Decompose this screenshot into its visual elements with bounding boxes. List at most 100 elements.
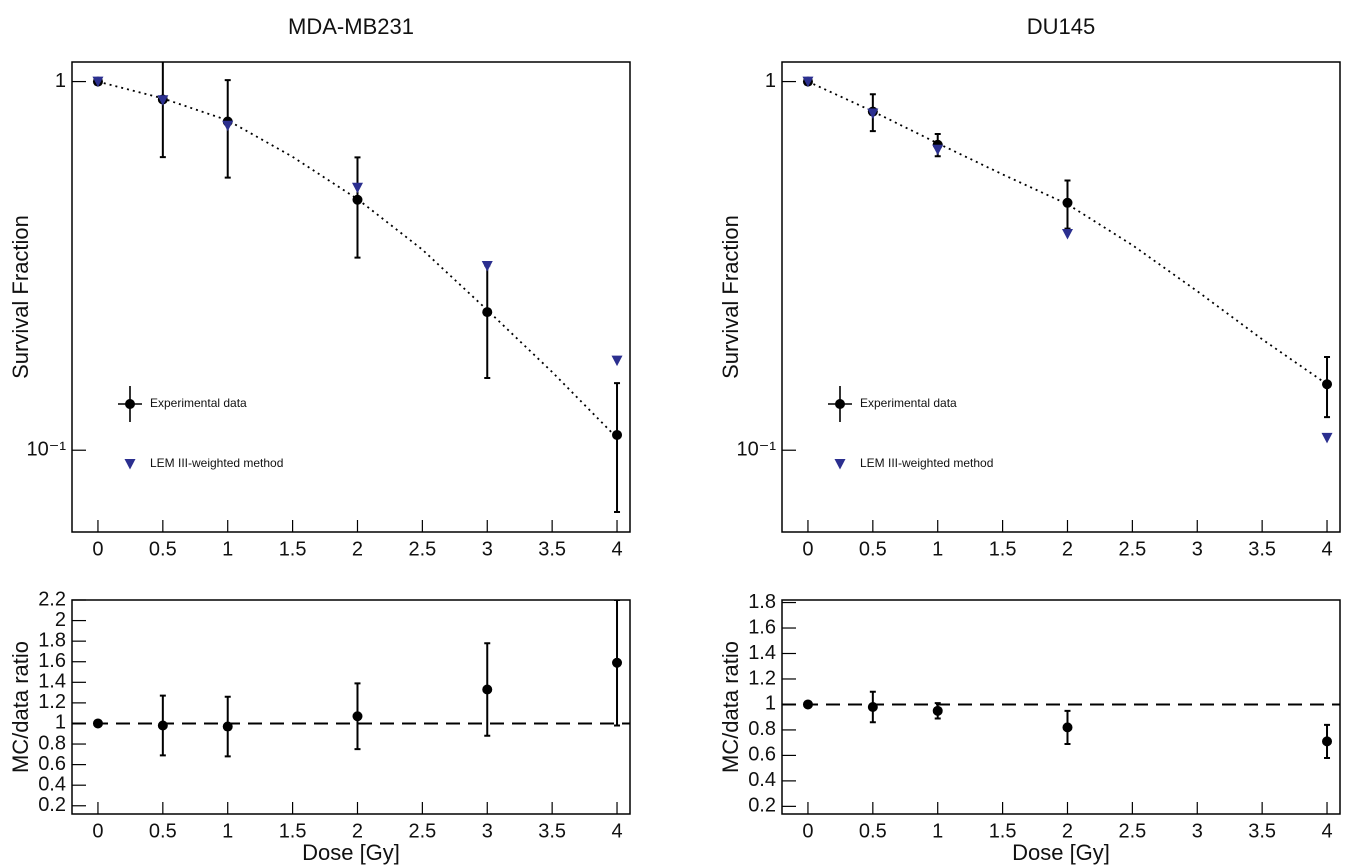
x-tick-label: 0 — [802, 538, 813, 560]
x-tick-label: 3 — [1192, 538, 1203, 560]
legend-label: LEM III-weighted method — [150, 456, 283, 470]
x-tick-label: 0.5 — [859, 820, 887, 842]
error-bar — [159, 62, 166, 159]
legend-entry: Experimental data — [118, 386, 247, 422]
frame — [71, 61, 631, 533]
point-marker — [1322, 379, 1333, 390]
triangle-marker — [834, 459, 846, 470]
plot-area — [782, 690, 1340, 759]
point-marker — [932, 705, 943, 716]
plot-area — [92, 62, 623, 513]
x-tick-label: 1 — [932, 538, 943, 560]
x-tick-label: 3.5 — [1248, 820, 1276, 842]
y-tick-label: 2.2 — [38, 588, 66, 610]
legend-label: Experimental data — [150, 396, 247, 410]
point-marker — [482, 684, 493, 695]
point-marker — [867, 702, 878, 712]
legend-entry: LEM III-weighted method — [124, 456, 283, 470]
y-tick-label: 0.2 — [38, 794, 66, 816]
triangle-marker — [157, 95, 169, 106]
x-tick-label: 2 — [1062, 820, 1073, 842]
x-tick-label: 0.5 — [859, 538, 887, 560]
point-marker — [612, 657, 623, 668]
x-tick-label: 2.5 — [408, 820, 436, 842]
point-marker — [482, 307, 493, 318]
x-tick-label: 3 — [482, 538, 493, 560]
y-tick-label: 0.8 — [38, 732, 66, 754]
y-tick-label: 1.6 — [38, 650, 66, 672]
x-tick-label: 2 — [1062, 538, 1073, 560]
x-axis-title: Dose [Gy] — [302, 840, 400, 865]
x-tick-label: 1 — [932, 820, 943, 842]
y-tick-label: 10⁻¹ — [27, 438, 67, 460]
panel: DU145 Survival Fraction 0 0.5 1 1.5 2 2.5 3 3.5 4 1… — [718, 14, 1341, 560]
x-tick-label: 1.5 — [989, 820, 1017, 842]
triangle-marker — [611, 355, 623, 367]
y-axis-title: MC/data ratio — [8, 641, 33, 773]
legend-entry: Experimental data — [828, 386, 957, 422]
frame — [781, 61, 1341, 533]
y-tick-label: 0.2 — [748, 795, 776, 817]
point-marker — [157, 720, 168, 731]
point-marker — [125, 399, 135, 409]
panel-title: DU145 — [1027, 14, 1095, 39]
panel-title: MDA-MB231 — [288, 14, 414, 39]
y-tick-label: 0.8 — [748, 718, 776, 740]
triangle-marker — [802, 76, 814, 88]
error-bar — [614, 382, 621, 513]
point-marker — [612, 429, 623, 440]
x-tick-label: 3 — [482, 820, 493, 842]
y-tick-label: 1.4 — [38, 671, 66, 693]
y-tick-label: 1.6 — [748, 616, 776, 638]
triangle-marker — [932, 144, 944, 156]
y-axis-title: Survival Fraction — [718, 215, 743, 379]
y-tick-label: 1 — [55, 712, 66, 734]
triangle-marker — [222, 120, 234, 132]
y-tick-label: 1 — [55, 70, 66, 92]
point-marker — [835, 399, 845, 409]
x-tick-label: 0 — [92, 538, 103, 560]
x-tick-label: 2.5 — [1118, 820, 1146, 842]
fit-curve — [97, 80, 618, 439]
x-tick-label: 3 — [1192, 820, 1203, 842]
y-tick-label: 1.2 — [38, 691, 66, 713]
y-tick-label: 10⁻¹ — [737, 438, 777, 460]
y-tick-label: 0.4 — [38, 773, 66, 795]
y-tick-label: 1.8 — [748, 591, 776, 613]
point-marker — [1322, 736, 1333, 747]
x-tick-label: 1.5 — [279, 820, 307, 842]
y-tick-label: 0.6 — [748, 744, 776, 766]
x-tick-label: 1 — [222, 538, 233, 560]
y-tick-label: 1.8 — [38, 629, 66, 651]
x-tick-label: 3.5 — [538, 820, 566, 842]
x-tick-label: 2.5 — [1118, 538, 1146, 560]
x-tick-label: 4 — [611, 538, 622, 560]
frame — [71, 599, 631, 815]
x-tick-label: 4 — [1321, 820, 1332, 842]
x-tick-label: 1 — [222, 820, 233, 842]
x-tick-label: 2 — [352, 538, 363, 560]
y-tick-label: 0.6 — [38, 753, 66, 775]
triangle-marker — [1061, 228, 1073, 240]
x-tick-label: 0.5 — [149, 820, 177, 842]
plot-area — [802, 76, 1333, 444]
y-tick-label: 2 — [55, 609, 66, 631]
y-tick-label: 1 — [765, 693, 776, 715]
y-axis-title: MC/data ratio — [718, 641, 743, 773]
plot-area — [72, 600, 630, 758]
x-tick-label: 0 — [92, 820, 103, 842]
x-tick-label: 3.5 — [538, 538, 566, 560]
x-tick-label: 2.5 — [408, 538, 436, 560]
x-tick-label: 0 — [802, 820, 813, 842]
legend-entry: LEM III-weighted method — [834, 456, 993, 470]
x-tick-label: 4 — [611, 820, 622, 842]
point-marker — [1062, 722, 1073, 733]
point-marker — [1062, 197, 1073, 208]
x-tick-label: 1.5 — [279, 538, 307, 560]
point-marker — [352, 194, 363, 205]
legend-label: Experimental data — [860, 396, 957, 410]
x-tick-label: 0.5 — [149, 538, 177, 560]
panel: MC/data ratio Dose [Gy] 0 0.5 1 1.5 2 2.5 3 3.5 4 0… — [8, 588, 631, 865]
y-tick-label: 0.4 — [748, 769, 776, 791]
